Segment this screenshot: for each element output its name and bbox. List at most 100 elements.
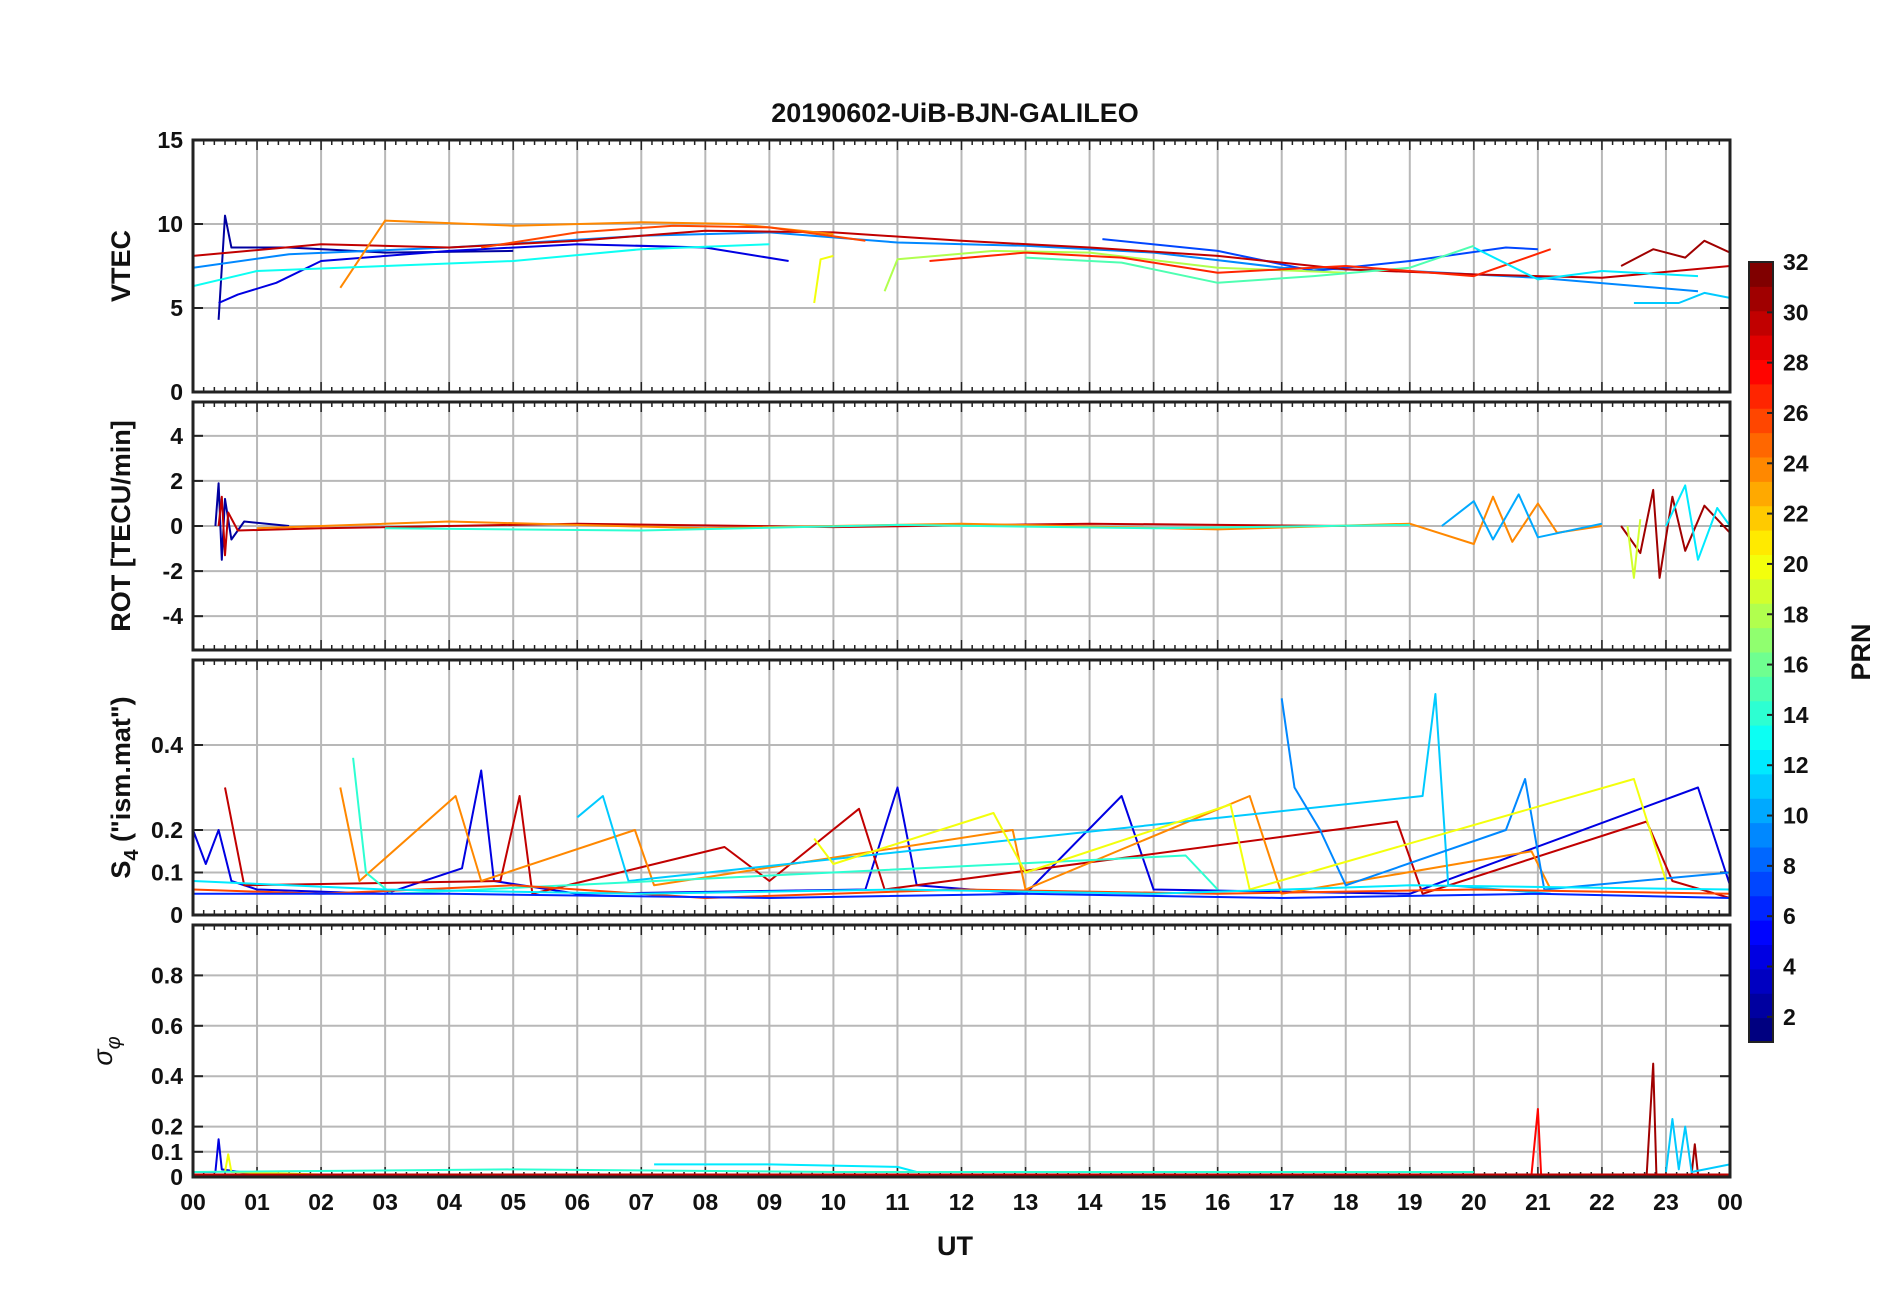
y-tick-label: 10 [157, 211, 183, 237]
colorbar-tick-label: 18 [1783, 601, 1809, 627]
series-group [193, 693, 1730, 899]
y-axis-label: ROT [TECU/min] [106, 420, 136, 631]
y-tick-label: 0 [170, 513, 183, 539]
colorbar-tick-label: 24 [1783, 450, 1809, 476]
colorbar-tick-label: 8 [1783, 853, 1796, 879]
series-prn-11 [1665, 1118, 1730, 1173]
series-group [193, 214, 1730, 320]
panel-frame [191, 138, 1732, 394]
x-tick-label: 00 [180, 1189, 206, 1215]
colorbar-tick-label: 6 [1783, 903, 1796, 929]
colorbar-band [1749, 554, 1773, 580]
colorbar-band [1749, 335, 1773, 360]
y-tick-label: 5 [170, 295, 183, 321]
panel-frame [191, 923, 1732, 1179]
series-group [214, 482, 1730, 579]
panel-vtec: 0 5 10 15 VTEC [106, 127, 1732, 405]
y-tick-label: 0 [170, 902, 183, 928]
y-tick-label: 15 [157, 127, 183, 153]
colorbar-tick-label: 22 [1783, 501, 1809, 527]
x-tick-label: 23 [1653, 1189, 1679, 1215]
x-tick-label: 13 [1013, 1189, 1039, 1215]
colorbar-tick-label: 14 [1783, 702, 1809, 728]
y-label-rest: ("ism.mat") [106, 696, 136, 849]
series-prn-12 [1473, 246, 1699, 281]
colorbar-band [1749, 773, 1773, 799]
x-tick-label: 01 [244, 1189, 270, 1215]
colorbar-band [1749, 968, 1773, 994]
colorbar-tick-label: 16 [1783, 652, 1809, 678]
x-tick-label: 10 [821, 1189, 847, 1215]
x-tick-label: 00 [1717, 1189, 1743, 1215]
colorbar-band [1749, 725, 1773, 750]
series-prn-12 [1665, 484, 1730, 561]
series-prn-10 [1441, 493, 1603, 541]
y-label-subscript: 4 [121, 849, 143, 861]
colorbar-band [1749, 822, 1773, 848]
colorbar-band [1749, 286, 1773, 312]
series-prn-20 [813, 778, 1667, 891]
series-prn-20 [813, 254, 834, 304]
series-prn-24 [256, 495, 1603, 545]
panel-s4: 0 0.1 0.2 0.4 S4 ("ism.mat") [106, 658, 1732, 928]
x-tick-label: 17 [1269, 1189, 1295, 1215]
colorbar-tick-label: 26 [1783, 400, 1809, 426]
series-prn-26 [481, 224, 866, 249]
series-prn-12 [193, 880, 1730, 895]
y-label-main: σ [88, 1048, 118, 1066]
colorbar-tick-label: 10 [1783, 803, 1809, 829]
colorbar-band [1749, 676, 1773, 702]
y-tick-label: -4 [163, 603, 184, 629]
y-tick-label: 4 [170, 423, 183, 449]
x-tick-label: 20 [1461, 1189, 1487, 1215]
y-axis-label: σφ [88, 1036, 125, 1065]
series-prn-31 [1620, 239, 1730, 267]
colorbar-band [1749, 432, 1773, 458]
series-prn-19 [1626, 519, 1642, 579]
y-axis-label: VTEC [106, 230, 136, 302]
x-tick-label: 19 [1397, 1189, 1423, 1215]
series-prn-7 [1102, 238, 1538, 272]
colorbar-band [1749, 481, 1773, 507]
colorbar-band [1749, 530, 1773, 555]
colorbar-band [1749, 383, 1773, 409]
colorbar-label: PRN [1846, 623, 1876, 680]
colorbar-tick-label: 4 [1783, 954, 1796, 980]
x-tick-label: 04 [436, 1189, 462, 1215]
series-prn-13 [193, 243, 770, 288]
x-tick-label: 03 [372, 1189, 398, 1215]
series-prn-31 [1620, 488, 1730, 579]
y-tick-label: -2 [163, 558, 183, 584]
series-prn-30 [224, 787, 1730, 899]
y-tick-label: 0.1 [151, 860, 183, 886]
series-prn-14 [193, 1168, 1474, 1173]
y-axis-label: S4 ("ism.mat") [106, 696, 143, 878]
series-prn-11 [1633, 291, 1730, 304]
colorbar-tick-label: 30 [1783, 299, 1809, 325]
colorbar-band [1749, 871, 1773, 897]
colorbar-band [1749, 700, 1773, 726]
panel-sigma_phi: 00.10.2 0.4 0.6 0.8 σφ [88, 923, 1732, 1190]
x-tick-label: 22 [1589, 1189, 1615, 1215]
x-tick-label: 05 [500, 1189, 526, 1215]
y-tick-label: 0 [170, 379, 183, 405]
y-tick-label: 0.6 [151, 1013, 183, 1039]
series-prn-20 [224, 1153, 322, 1176]
series-prn-4 [193, 769, 1730, 895]
x-tick-label: 06 [564, 1189, 590, 1215]
colorbar-tick-label: 28 [1783, 350, 1809, 376]
y-tick-label: 0.4 [151, 1063, 183, 1089]
x-tick-label: 09 [757, 1189, 783, 1215]
series-prn-12 [654, 1163, 917, 1173]
x-axis: 00 01 02 03 04 05 06 07 08 09 10 11 12 13 14 15 16 17 18 19… [180, 1189, 1743, 1215]
y-tick-label: 0.1 [151, 1139, 183, 1165]
colorbar-band [1749, 993, 1773, 1019]
y-label-subscript: φ [103, 1036, 125, 1049]
colorbar-band [1749, 749, 1773, 775]
colorbar-tick-label: 2 [1783, 1004, 1796, 1030]
x-tick-label: 21 [1525, 1189, 1551, 1215]
series-prn-14 [385, 523, 1410, 532]
y-tick-label: 0 [170, 1164, 183, 1190]
series-prn-26 [193, 884, 1730, 899]
